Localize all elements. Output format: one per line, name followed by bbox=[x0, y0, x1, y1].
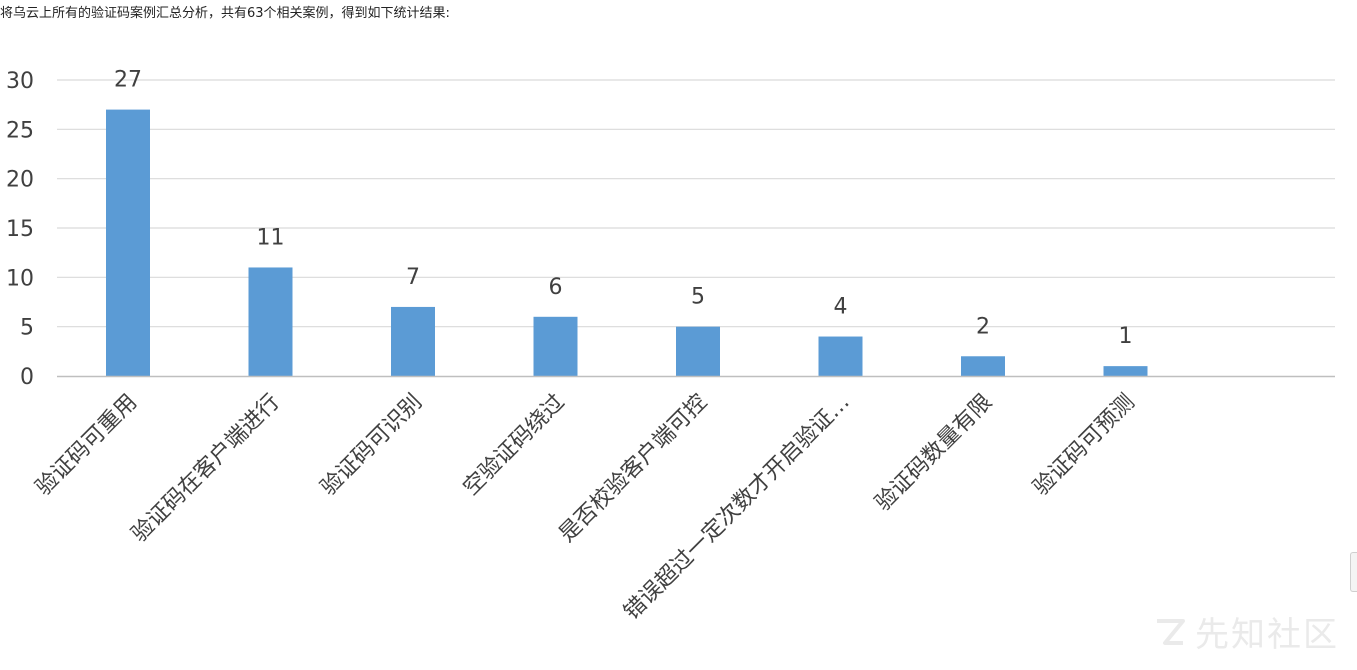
bar bbox=[248, 267, 293, 376]
bar bbox=[106, 109, 150, 376]
bars bbox=[106, 109, 1148, 376]
y-tick-label: 20 bbox=[6, 168, 34, 193]
bar bbox=[676, 326, 720, 376]
x-tick-label: 验证码可识别 bbox=[316, 390, 427, 501]
bar bbox=[1103, 366, 1148, 376]
y-tick-label: 5 bbox=[20, 316, 34, 341]
x-tick-label: 验证码可重用 bbox=[31, 390, 142, 501]
bar bbox=[391, 306, 435, 376]
data-label: 6 bbox=[549, 275, 563, 300]
x-tick-label: 是否校验客户端可控 bbox=[555, 390, 713, 548]
x-tick-label: 验证码数量有限 bbox=[871, 390, 998, 517]
data-label: 5 bbox=[691, 285, 705, 310]
bar bbox=[961, 356, 1005, 376]
data-label: 4 bbox=[834, 295, 848, 320]
data-labels: 27 11 7 6 5 4 2 1 bbox=[114, 68, 1133, 350]
watermark-text: 先知社区 bbox=[1195, 615, 1339, 655]
y-axis-ticks: 0 5 10 15 20 25 30 bbox=[6, 69, 34, 390]
xianzhi-logo-icon bbox=[1157, 618, 1185, 645]
data-label: 27 bbox=[114, 68, 142, 93]
data-label: 11 bbox=[257, 225, 285, 250]
bar bbox=[533, 316, 578, 376]
x-tick-label: 错误超过一定次数才开启验证… bbox=[619, 390, 854, 625]
data-label: 2 bbox=[976, 314, 990, 339]
y-tick-label: 15 bbox=[6, 217, 34, 242]
bar bbox=[818, 336, 863, 376]
data-label: 1 bbox=[1119, 324, 1133, 349]
y-tick-label: 10 bbox=[6, 266, 34, 291]
x-tick-label: 验证码可预测 bbox=[1029, 390, 1140, 501]
intro-text: 将乌云上所有的验证码案例汇总分析，共有63个相关案例，得到如下统计结果: bbox=[0, 6, 450, 21]
watermark: 先知社区 bbox=[1153, 607, 1339, 656]
x-tick-label: 空验证码绕过 bbox=[459, 390, 570, 501]
y-tick-label: 30 bbox=[6, 69, 34, 94]
data-label: 7 bbox=[406, 265, 420, 290]
x-tick-label: 验证码在客户端进行 bbox=[127, 390, 285, 548]
y-tick-label: 25 bbox=[6, 118, 34, 143]
y-tick-label: 0 bbox=[20, 365, 34, 390]
side-panel-handle[interactable] bbox=[1350, 552, 1357, 592]
